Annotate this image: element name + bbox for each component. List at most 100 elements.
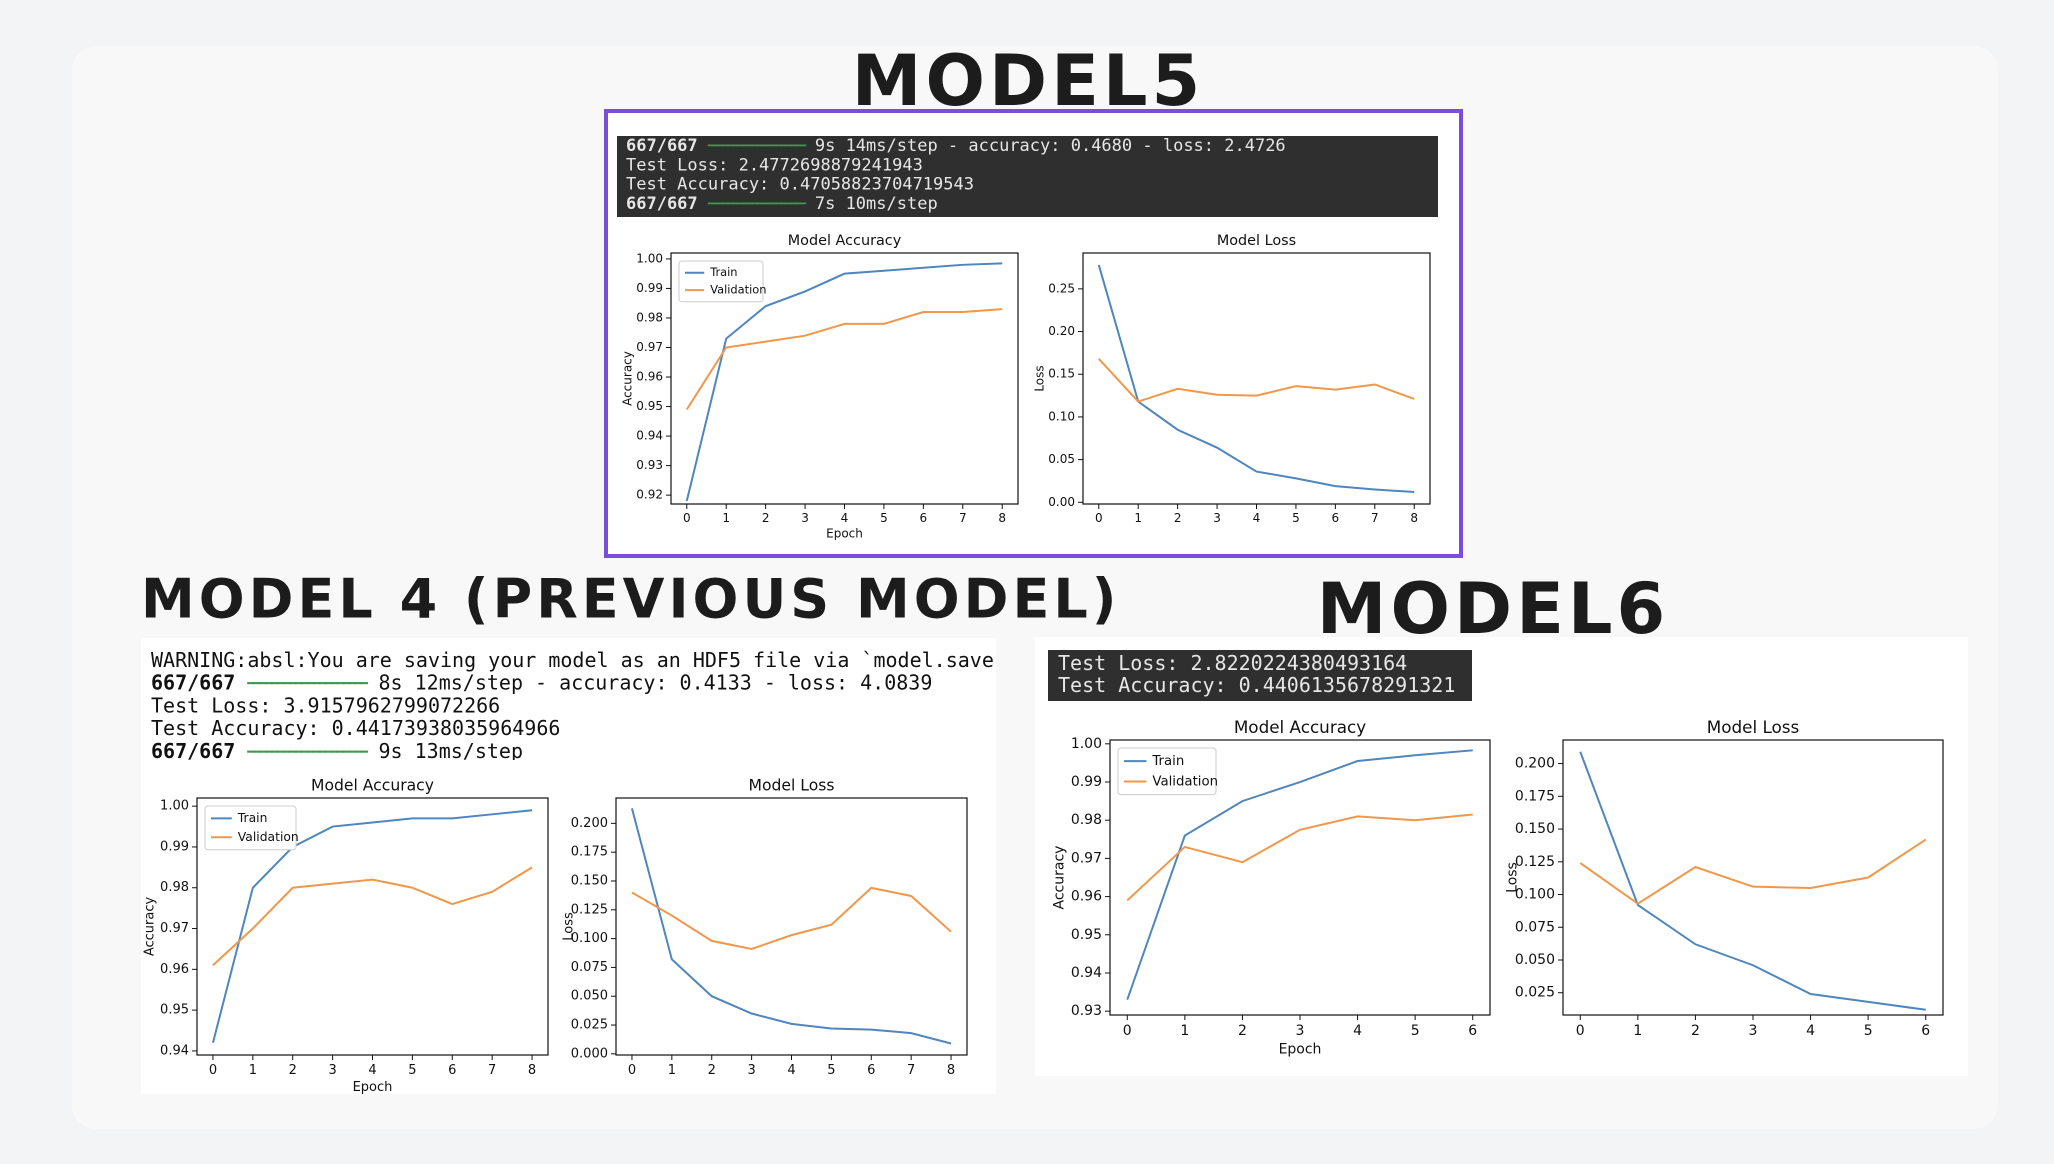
x-tick-label: 3 [328,1063,336,1078]
x-tick-label: 4 [787,1063,795,1078]
series-line [1126,749,1473,1001]
y-tick-label: 1.00 [160,799,189,814]
y-tick-label: 0.97 [160,921,189,936]
series-line [685,262,1003,502]
console-line: Test Loss: 2.4772698879241943 [626,155,923,175]
console-line: Test Loss: 2.8220224380493164 [1058,651,1407,675]
console-line: Test Accuracy: 0.44173938035964966 [151,716,560,740]
x-tick-label: 7 [488,1063,496,1078]
chart-title: Model Loss [1217,233,1296,249]
console-segment: 667/667 [151,738,235,762]
console-segment: 8s 12ms/step - accuracy: 0.4133 - loss: … [379,670,933,694]
chart-title: Model Accuracy [788,233,902,249]
x-tick-label: 6 [867,1063,875,1078]
console: 667/667 ━━━━━━━━━━━━━━━━━━━━ 9s 14ms/step … [626,136,1286,214]
console-segment: Test Loss: 2.8220224380493164 [1058,651,1407,675]
x-tick-label: 3 [1296,1023,1305,1039]
series-line [1126,813,1473,902]
x-tick-label: 0 [683,511,691,525]
x-tick-label: 2 [708,1063,716,1078]
legend-label: Validation [238,830,299,844]
y-tick-label: 0.175 [1515,788,1555,804]
plot-frame [1082,252,1431,505]
y-tick-label: 0.100 [1515,887,1555,903]
y-tick-label: 0.98 [1071,812,1102,828]
console-line: Test Accuracy: 0.47058823704719543 [626,175,974,195]
x-tick-label: 7 [907,1063,915,1078]
x-tick-label: 6 [1332,511,1340,525]
plot-frame [615,797,968,1056]
x-tick-label: 3 [747,1063,755,1078]
panel-title: MODEL6 [1317,568,1669,650]
legend-label: Train [1151,754,1184,769]
console-segment: Test Loss: 3.9157962799072266 [151,693,500,717]
y-tick-label: 0.200 [1515,756,1555,772]
chart-title: Model Accuracy [1234,717,1366,737]
series-line [630,808,952,1045]
console-segment: 667/667 [626,194,698,214]
legend-label: Train [237,811,268,825]
y-tick-label: 0.94 [1071,965,1102,981]
x-tick-label: 6 [920,511,928,525]
y-tick-label: 0.025 [1515,985,1555,1001]
x-tick-label: 5 [1864,1023,1873,1039]
console-segment: Test Accuracy: 0.4406135678291321 [1058,673,1455,697]
series-line [1097,264,1415,494]
y-tick-label: 0.20 [1048,324,1075,338]
legend-box [204,805,297,851]
y-tick-label: 0.97 [636,340,663,354]
y-tick-label: 0.94 [636,429,663,443]
y-tick-label: 0.99 [636,281,663,295]
legend-label: Train [709,265,737,279]
y-tick-label: 0.93 [1071,1003,1102,1019]
series-line [211,809,533,1044]
legend-label: Validation [1152,774,1218,789]
series-line [1579,838,1927,905]
x-tick-label: 3 [1213,511,1221,525]
console-line: 667/667 ━━━━━━━━━━━━━━━━━━━━ 9s 13ms/step [151,738,523,762]
x-tick-label: 4 [1253,511,1261,525]
console-segment: ━━━━━━━━━━━━━━━━━━━━ [246,743,368,758]
y-tick-label: 0.075 [1515,919,1555,935]
y-tick-label: 0.025 [571,1018,608,1033]
x-axis-label: Epoch [353,1080,393,1095]
console-dark [617,136,1438,217]
x-tick-label: 7 [1371,511,1379,525]
x-tick-label: 4 [1806,1023,1815,1039]
console-line: Test Loss: 3.9157962799072266 [151,693,500,717]
x-tick-label: 5 [1292,511,1300,525]
y-tick-label: 0.10 [1048,409,1075,423]
y-tick-label: 0.97 [1071,850,1102,866]
x-tick-label: 0 [1095,511,1103,525]
y-axis-label: Accuracy [620,351,634,406]
x-tick-label: 1 [668,1063,676,1078]
x-tick-label: 1 [249,1063,257,1078]
y-axis-label: Loss [1505,862,1521,893]
x-tick-label: 2 [1238,1023,1247,1039]
legend-label: Validation [710,283,766,297]
console-segment: WARNING:absl:You are saving your model a… [151,648,1054,672]
y-axis-label: Accuracy [1052,846,1068,910]
x-tick-label: 0 [1123,1023,1132,1039]
x-tick-label: 8 [1410,511,1418,525]
y-tick-label: 0.200 [571,816,608,831]
console-line: 667/667 ━━━━━━━━━━━━━━━━━━━━ 9s 14ms/step … [626,136,1286,156]
y-tick-label: 0.93 [636,458,663,472]
y-axis-label: Accuracy [143,897,158,957]
console-line: 667/667 ━━━━━━━━━━━━━━━━━━━━ 8s 12ms/step … [151,670,932,694]
plot-frame [670,252,1019,505]
console-segment: 9s 14ms/step - accuracy: 0.4680 - loss: … [815,136,1286,156]
legend-box [678,260,764,303]
x-tick-label: 8 [528,1063,536,1078]
x-tick-label: 2 [762,511,770,525]
series-line [1098,358,1415,403]
x-tick-label: 1 [722,511,730,525]
y-tick-label: 0.050 [571,989,608,1004]
console-segment: Test Accuracy: 0.44173938035964966 [151,716,560,740]
panel-title: MODEL 4 (PREVIOUS MODEL) [141,568,1120,631]
console-dark [1048,650,1472,701]
x-tick-label: 5 [827,1063,835,1078]
console-segment: Test Accuracy: 0.47058823704719543 [626,175,974,195]
y-tick-label: 0.99 [160,839,189,854]
